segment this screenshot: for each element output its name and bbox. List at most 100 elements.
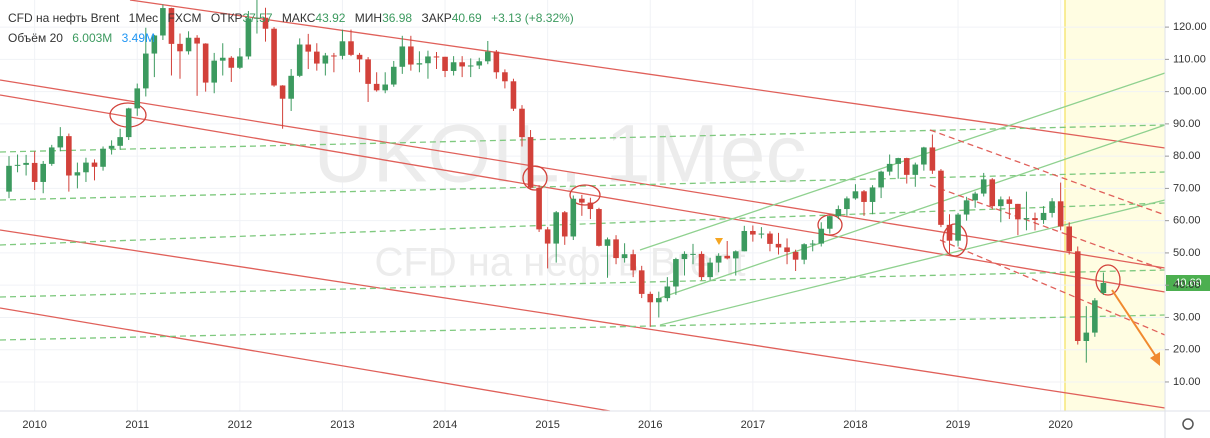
candle-body: [767, 233, 773, 244]
candle-body: [6, 165, 12, 192]
candle-body: [818, 228, 825, 244]
candle-body: [100, 148, 106, 167]
candle-body: [373, 83, 380, 91]
candle-body: [74, 172, 81, 176]
candle-body: [656, 298, 662, 303]
candle-body: [211, 60, 217, 83]
symbol: CFD на нефть Brent: [8, 11, 120, 25]
candle-body: [827, 216, 833, 229]
candle-body: [476, 61, 483, 66]
volume-label: Объём 20: [8, 31, 63, 45]
candle-body: [921, 147, 927, 165]
candle-body: [185, 37, 192, 52]
candle-body: [168, 8, 175, 44]
candle-body: [1057, 201, 1064, 227]
candle-body: [878, 171, 884, 188]
candle-body: [40, 163, 46, 182]
candle-body: [1092, 300, 1098, 333]
y-tick-label: 100.00: [1173, 86, 1207, 98]
y-tick-label: 40.00: [1173, 279, 1201, 291]
candle-body: [750, 230, 756, 235]
candle-body: [331, 55, 337, 57]
candle-body: [732, 251, 739, 259]
candle-body: [399, 46, 406, 67]
price-tag: [1166, 275, 1210, 291]
candle-body: [288, 75, 294, 99]
label: ЗАКР: [421, 11, 452, 25]
candle-body: [271, 28, 277, 86]
x-tick-label: 2019: [946, 419, 970, 431]
interval: 1Мес: [128, 11, 159, 25]
y-tick-label: 110.00: [1173, 53, 1206, 65]
candle-body: [844, 198, 850, 210]
y-tick-label: 50.00: [1173, 247, 1201, 259]
value: 43.92: [315, 11, 346, 25]
candle-body: [852, 191, 859, 199]
settings-icon[interactable]: [1182, 418, 1194, 430]
candle-body: [365, 59, 371, 84]
candle-body: [57, 136, 64, 148]
candle-body: [630, 254, 636, 271]
x-tick-label: 2015: [535, 419, 559, 431]
y-tick-label: 10.00: [1173, 376, 1201, 388]
candle-body: [861, 191, 867, 202]
candle-body: [510, 81, 517, 109]
volume-row: Объём 20 6.003M 3.49M: [8, 28, 580, 48]
candle-body: [1074, 251, 1081, 341]
candle-body: [493, 51, 500, 73]
x-tick-label: 2018: [843, 419, 867, 431]
candle-body: [1006, 199, 1013, 204]
candle-body: [792, 251, 799, 260]
candle-body: [886, 163, 893, 172]
x-tick-label: 2017: [741, 419, 765, 431]
candle-body: [1023, 218, 1030, 220]
candle-body: [117, 137, 123, 146]
candle-body: [485, 51, 491, 62]
legend-row: CFD на нефть Brent 1Мес FXCM ОТКР37.57 М…: [8, 8, 580, 28]
candle-body: [775, 243, 782, 248]
value: 40.69: [451, 11, 482, 25]
label: ОТКР: [210, 11, 243, 25]
candles: [6, 0, 1107, 363]
ohlc-open: ОТКР37.57: [211, 11, 273, 25]
candle-body: [48, 147, 55, 164]
candle-body: [1032, 218, 1038, 221]
x-tick-label: 2016: [638, 419, 662, 431]
candle-body: [134, 88, 141, 109]
x-tick-label: 2013: [330, 419, 354, 431]
candle-body: [784, 247, 790, 252]
y-tick-label: 90.00: [1173, 118, 1201, 130]
ohlc-low: МИН36.98: [355, 11, 412, 25]
candle-body: [459, 62, 465, 67]
candle-body: [980, 179, 987, 194]
candle-body: [972, 193, 978, 201]
watermark-sub: CFD на нефть Brent: [374, 241, 745, 285]
candle-body: [895, 158, 901, 164]
candle-body: [536, 187, 542, 230]
ohlc-close: ЗАКР40.69: [421, 11, 481, 25]
candle-body: [570, 198, 577, 237]
candle-body: [912, 164, 919, 175]
candle-body: [1049, 201, 1055, 213]
candle-body: [408, 46, 414, 65]
watermark: UKOIL, 1Мес: [313, 109, 806, 200]
candle-body: [724, 255, 730, 259]
ohlc-high: МАКС43.92: [282, 11, 346, 25]
candle-body: [741, 230, 748, 252]
y-tick-label: 120.00: [1173, 21, 1207, 33]
candle-body: [348, 41, 354, 55]
candle-body: [715, 255, 722, 263]
candle-body: [963, 200, 970, 215]
candle-body: [314, 51, 320, 64]
candle-body: [647, 293, 654, 303]
candle-body: [681, 253, 688, 260]
legend-header: CFD на нефть Brent 1Мес FXCM ОТКР37.57 М…: [8, 8, 580, 48]
candle-body: [544, 229, 551, 244]
candle-body: [955, 214, 961, 241]
x-tick-label: 2011: [125, 419, 149, 431]
candle-body: [202, 43, 209, 83]
x-tick-label: 2010: [22, 419, 46, 431]
candle-body: [561, 212, 568, 237]
price-tag-label: 40.69: [1174, 277, 1202, 289]
